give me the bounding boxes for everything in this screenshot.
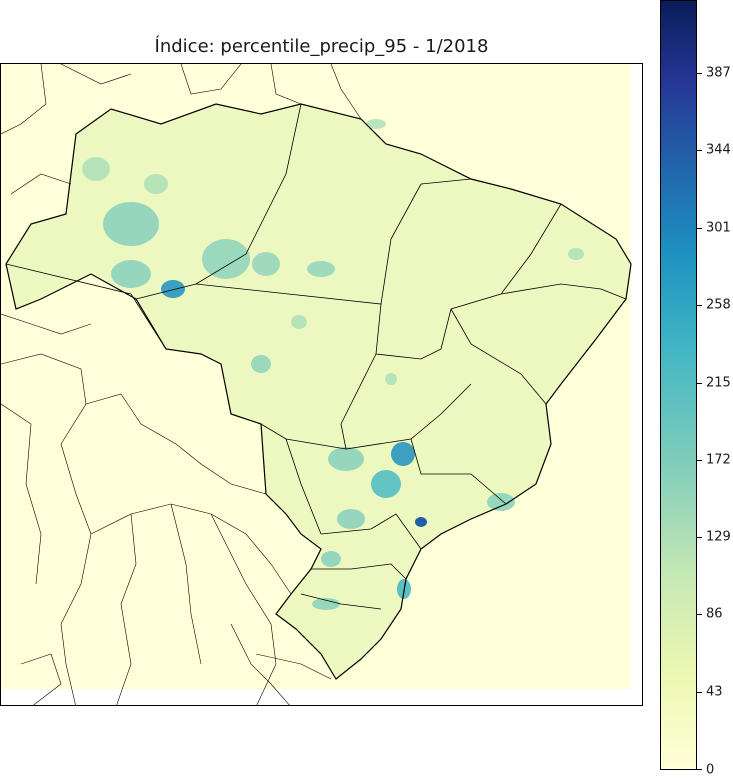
colorbar-tick: [697, 614, 702, 615]
colorbar-tick: [697, 150, 702, 151]
colorbar-tick: [697, 769, 702, 770]
map-right-strip: [631, 64, 642, 705]
colorbar-tick: [697, 73, 702, 74]
boundaries: [5, 103, 632, 680]
colorbar-tick-label: 43: [706, 684, 723, 700]
map-bottom-strip: [1, 689, 642, 705]
colorbar-tick-label: 129: [706, 529, 731, 545]
colorbar-tick: [697, 305, 702, 306]
neighbor-boundaries: [1, 64, 362, 705]
colorbar-tick-label: 258: [706, 297, 731, 313]
map-panel: [0, 63, 643, 706]
colorbar: [660, 0, 697, 770]
precip-patches: [82, 119, 584, 610]
colorbar-tick: [697, 537, 702, 538]
map-title: Índice: percentile_precip_95 - 1/2018: [154, 36, 489, 57]
brazil-precip-map: [1, 64, 642, 705]
colorbar-tick: [697, 383, 702, 384]
colorbar-tick-label: 301: [706, 220, 731, 236]
brazil-territory: [6, 104, 631, 679]
colorbar-tick-label: 215: [706, 375, 731, 391]
colorbar-tick: [697, 692, 702, 693]
colorbar-tick: [697, 460, 702, 461]
colorbar-tick-label: 86: [706, 606, 723, 622]
colorbar-tick-label: 387: [706, 65, 731, 81]
colorbar-tick-label: 172: [706, 452, 731, 468]
colorbar-tick: [697, 228, 702, 229]
colorbar-tick-label: 0: [706, 762, 715, 778]
colorbar-tick-label: 344: [706, 142, 731, 158]
